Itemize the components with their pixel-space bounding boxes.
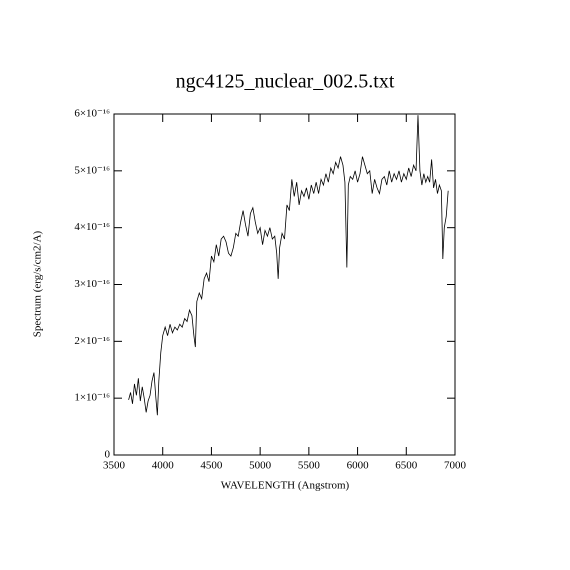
x-tick-label: 3500	[103, 460, 126, 472]
y-tick-label: 1×10⁻¹⁶	[74, 392, 110, 404]
y-tick-label: 3×10⁻¹⁶	[74, 278, 110, 290]
x-tick-label: 7000	[444, 460, 467, 472]
y-tick-label: 5×10⁻¹⁶	[74, 164, 110, 176]
spectrum-line	[128, 115, 449, 416]
y-tick-label: 2×10⁻¹⁶	[74, 335, 110, 347]
x-tick-label: 4500	[200, 460, 223, 472]
x-tick-label: 4000	[152, 460, 175, 472]
y-tick-label: 4×10⁻¹⁶	[74, 221, 110, 233]
x-tick-label: 5000	[249, 460, 272, 472]
y-tick-label: 6×10⁻¹⁶	[74, 108, 110, 120]
x-axis-label: WAVELENGTH (Angstrom)	[221, 480, 350, 492]
x-tick-label: 6500	[395, 460, 418, 472]
y-tick-label: 0	[105, 449, 111, 461]
x-tick-label: 6000	[347, 460, 370, 472]
x-tick-label: 5500	[298, 460, 321, 472]
y-axis-label: Spectrum (erg/s/cm2/A)	[32, 230, 44, 337]
chart-title: ngc4125_nuclear_002.5.txt	[176, 71, 395, 93]
